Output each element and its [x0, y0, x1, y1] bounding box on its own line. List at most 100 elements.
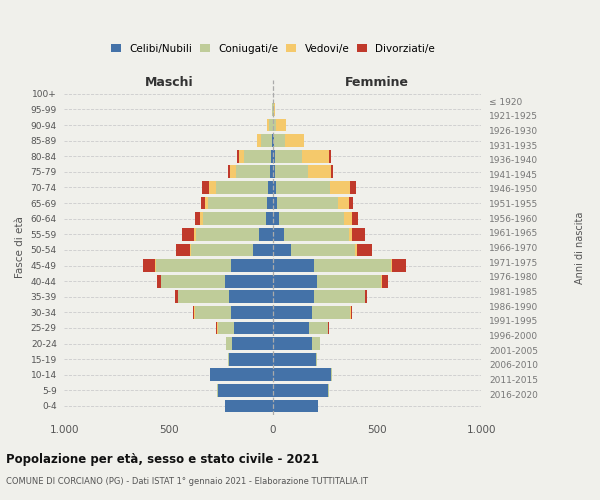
Bar: [225, 400, 273, 412]
Bar: [273, 306, 311, 318]
Bar: [195, 212, 200, 225]
Text: COMUNE DI CORCIANO (PG) - Dati ISTAT 1° gennaio 2021 - Elaborazione TUTTITALIA.I: COMUNE DI CORCIANO (PG) - Dati ISTAT 1° …: [6, 478, 368, 486]
Bar: [209, 181, 215, 194]
Bar: [357, 244, 371, 256]
Bar: [344, 212, 352, 225]
Y-axis label: Fasce di età: Fasce di età: [15, 216, 25, 278]
Bar: [210, 368, 211, 381]
Bar: [178, 290, 229, 303]
Bar: [230, 166, 236, 178]
Bar: [302, 150, 329, 162]
Bar: [391, 259, 392, 272]
Bar: [218, 322, 235, 334]
Bar: [229, 290, 273, 303]
Bar: [272, 134, 273, 147]
Bar: [229, 352, 273, 366]
Bar: [273, 352, 316, 366]
Bar: [244, 150, 271, 162]
Bar: [269, 118, 272, 132]
Bar: [365, 290, 367, 303]
Bar: [352, 212, 358, 225]
Bar: [273, 368, 331, 381]
Bar: [311, 306, 350, 318]
Legend: Celibi/Nubili, Coniugati/e, Vedovi/e, Divorziati/e: Celibi/Nubili, Coniugati/e, Vedovi/e, Di…: [109, 42, 437, 56]
Bar: [349, 196, 353, 209]
Bar: [330, 181, 350, 194]
Bar: [203, 212, 266, 225]
Bar: [273, 244, 290, 256]
Bar: [190, 244, 191, 256]
Bar: [273, 274, 317, 287]
Bar: [273, 150, 275, 162]
Bar: [208, 196, 266, 209]
Bar: [275, 150, 302, 162]
Bar: [237, 150, 239, 162]
Bar: [196, 228, 259, 240]
Bar: [176, 244, 190, 256]
Bar: [218, 384, 273, 396]
Bar: [195, 306, 231, 318]
Bar: [310, 322, 328, 334]
Bar: [277, 196, 338, 209]
Bar: [331, 368, 332, 381]
Bar: [191, 244, 253, 256]
Bar: [257, 134, 262, 147]
Bar: [314, 290, 365, 303]
Bar: [272, 103, 273, 116]
Bar: [273, 259, 314, 272]
Bar: [273, 228, 284, 240]
Bar: [157, 274, 161, 287]
Bar: [316, 352, 317, 366]
Bar: [161, 274, 225, 287]
Bar: [273, 322, 310, 334]
Bar: [273, 103, 274, 116]
Bar: [331, 166, 334, 178]
Bar: [273, 166, 275, 178]
Bar: [232, 337, 273, 350]
Bar: [228, 352, 229, 366]
Bar: [352, 228, 365, 240]
Bar: [155, 259, 156, 272]
Bar: [200, 212, 203, 225]
Bar: [268, 181, 273, 194]
Bar: [201, 196, 205, 209]
Bar: [235, 322, 273, 334]
Bar: [275, 166, 308, 178]
Bar: [259, 228, 273, 240]
Bar: [279, 212, 344, 225]
Bar: [226, 337, 232, 350]
Bar: [205, 196, 208, 209]
Y-axis label: Anni di nascita: Anni di nascita: [575, 212, 585, 284]
Bar: [350, 306, 352, 318]
Bar: [225, 274, 273, 287]
Bar: [228, 166, 230, 178]
Bar: [143, 259, 155, 272]
Bar: [284, 228, 349, 240]
Bar: [266, 212, 273, 225]
Text: Popolazione per età, sesso e stato civile - 2021: Popolazione per età, sesso e stato civil…: [6, 452, 319, 466]
Bar: [308, 166, 331, 178]
Bar: [193, 306, 194, 318]
Bar: [317, 274, 382, 287]
Bar: [382, 274, 388, 287]
Bar: [268, 118, 269, 132]
Bar: [273, 290, 314, 303]
Bar: [216, 322, 217, 334]
Bar: [266, 196, 273, 209]
Bar: [156, 259, 231, 272]
Bar: [274, 103, 275, 116]
Bar: [175, 290, 178, 303]
Bar: [314, 259, 391, 272]
Bar: [311, 337, 320, 350]
Bar: [277, 118, 286, 132]
Bar: [355, 244, 357, 256]
Bar: [271, 150, 273, 162]
Bar: [273, 337, 311, 350]
Bar: [273, 400, 318, 412]
Bar: [231, 306, 273, 318]
Bar: [274, 118, 277, 132]
Bar: [253, 244, 273, 256]
Bar: [273, 212, 279, 225]
Text: Maschi: Maschi: [145, 76, 193, 90]
Bar: [239, 150, 244, 162]
